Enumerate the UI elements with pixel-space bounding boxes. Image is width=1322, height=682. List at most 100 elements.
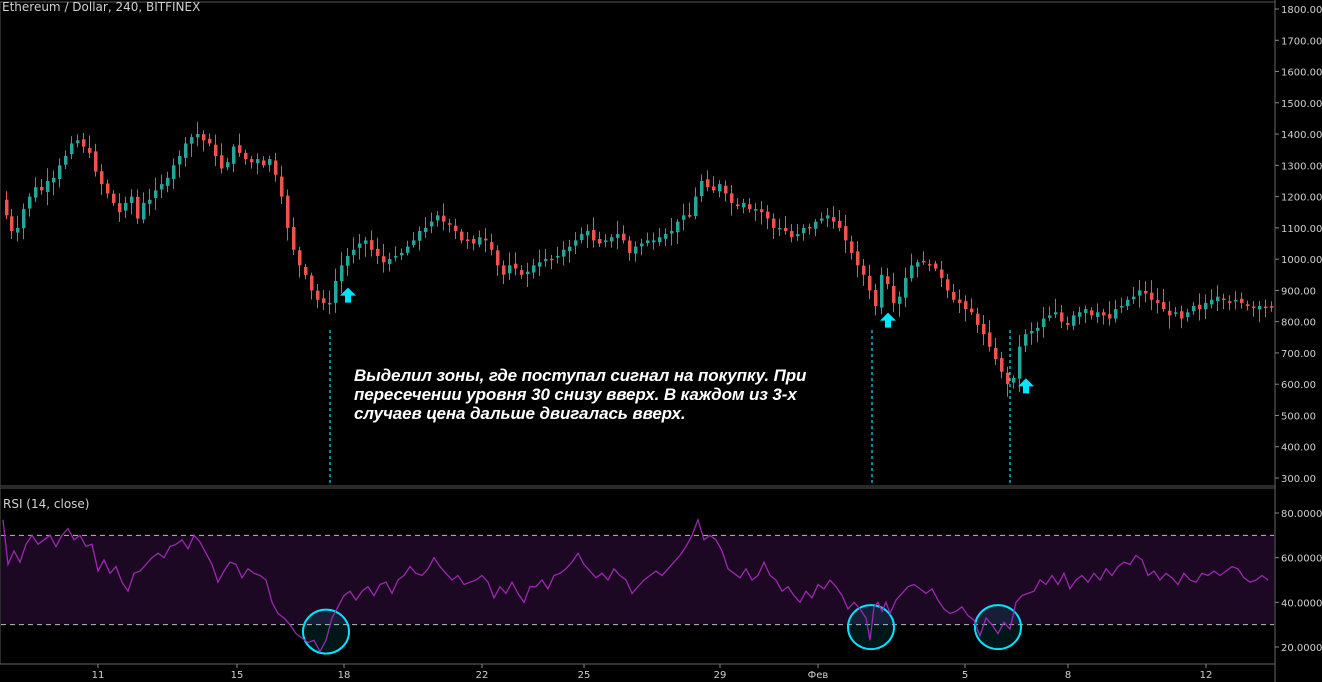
candle-body — [202, 134, 206, 141]
rsi-line — [2, 517, 1269, 653]
candle — [892, 272, 896, 313]
candle-body — [916, 262, 920, 267]
candle-body — [544, 259, 548, 262]
candle-body — [586, 230, 590, 236]
candle — [148, 188, 152, 216]
candle — [94, 143, 98, 177]
candle — [1258, 301, 1262, 323]
candle-body — [610, 237, 614, 242]
candle-body — [808, 226, 812, 229]
candle-body — [1108, 314, 1112, 319]
candle — [442, 203, 446, 231]
candle — [1150, 280, 1154, 311]
candle — [466, 231, 470, 249]
candle — [484, 228, 488, 253]
candle-body — [580, 234, 584, 240]
candle-body — [970, 308, 974, 313]
candle — [652, 232, 656, 250]
candle-body — [658, 237, 662, 243]
candle-body — [136, 196, 140, 219]
time-tick-label: 8 — [1065, 670, 1071, 681]
candle — [202, 130, 206, 152]
candle — [22, 203, 26, 240]
candle-body — [1138, 290, 1142, 296]
candle-body — [688, 215, 692, 217]
candle-body — [910, 265, 914, 279]
time-tick-label: Фев — [808, 670, 829, 681]
candle — [232, 143, 236, 173]
candle-body — [1240, 298, 1244, 303]
candle-body — [16, 227, 20, 233]
candle-body — [838, 220, 842, 228]
rsi-band — [1, 534, 1274, 626]
candle-body — [952, 291, 956, 300]
candle — [616, 220, 620, 250]
candle — [160, 174, 164, 198]
candle-body — [670, 230, 674, 234]
candle — [226, 157, 230, 171]
candle — [238, 133, 242, 157]
candle — [286, 189, 290, 241]
candle-body — [304, 266, 308, 275]
candle — [988, 320, 992, 352]
candle-body — [964, 301, 968, 310]
candle — [298, 246, 302, 278]
candle — [1186, 308, 1190, 322]
candle-body — [166, 177, 170, 186]
candle-body — [532, 265, 536, 273]
candle-body — [466, 239, 470, 241]
candle — [178, 150, 182, 178]
candle-body — [382, 256, 386, 263]
buy-arrow-icon — [1018, 378, 1034, 394]
candle-body — [592, 230, 596, 241]
time-tick-label: 5 — [962, 670, 968, 681]
time-tick-label: 12 — [1200, 670, 1213, 681]
candle-body — [436, 215, 440, 221]
candle — [1144, 281, 1148, 303]
candle-body — [1120, 306, 1124, 308]
candle — [262, 156, 266, 168]
candle-body — [826, 215, 830, 219]
candle — [424, 217, 428, 238]
candle-body — [442, 215, 446, 222]
price-tick-label: 400.00 — [1281, 443, 1316, 454]
candle-body — [394, 256, 398, 258]
candle — [1012, 375, 1016, 389]
candle — [28, 193, 32, 217]
price-axis: 1800.00 1700.00 1600.00 1500.00 1400.00 1300.… — [92, 0, 1322, 682]
candle — [394, 246, 398, 262]
time-tick-label: 22 — [476, 670, 489, 681]
candle — [406, 240, 410, 256]
candle-body — [124, 202, 128, 211]
candle-body — [100, 171, 104, 185]
candle — [838, 209, 842, 232]
candle — [244, 149, 248, 165]
candle — [580, 227, 584, 244]
candle — [124, 196, 128, 218]
candle — [172, 158, 176, 189]
candle — [508, 252, 512, 281]
candle-body — [370, 240, 374, 250]
candle — [514, 252, 518, 276]
candle-body — [754, 209, 758, 211]
candle-body — [208, 138, 212, 144]
candle — [1138, 280, 1142, 308]
candle — [88, 135, 92, 158]
candle-body — [5, 199, 9, 216]
candle — [1210, 289, 1214, 309]
price-tick-label: 1500.00 — [1281, 99, 1322, 110]
candle-body — [1078, 312, 1082, 317]
price-tick-label: 1100.00 — [1281, 224, 1322, 235]
candle-body — [1090, 310, 1094, 316]
candle — [40, 179, 44, 195]
candle-body — [268, 159, 272, 165]
price-tick-label: 600.00 — [1281, 380, 1316, 391]
candle-body — [1270, 306, 1274, 308]
candle-body — [424, 227, 428, 232]
candle — [370, 230, 374, 257]
candle — [772, 213, 776, 239]
candle — [382, 244, 386, 273]
candle — [334, 268, 338, 313]
candle — [922, 251, 926, 265]
candle — [130, 189, 134, 215]
